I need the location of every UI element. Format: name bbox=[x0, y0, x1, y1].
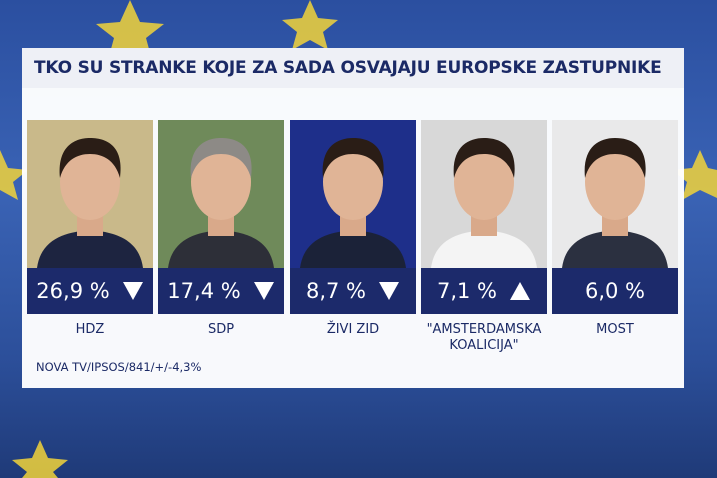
photo-hair bbox=[190, 138, 252, 178]
photo-hair bbox=[584, 138, 646, 178]
trend-triangle bbox=[379, 282, 400, 300]
result-value: 7,1 % bbox=[436, 279, 498, 303]
photo-head bbox=[191, 144, 251, 220]
photo-head bbox=[585, 144, 645, 220]
party-name: HDZ bbox=[75, 322, 105, 337]
party-name: SDP bbox=[207, 322, 235, 337]
photo bbox=[27, 120, 153, 268]
party-name: MOST bbox=[596, 322, 634, 337]
trend-arrow bbox=[379, 282, 400, 300]
photo bbox=[158, 120, 284, 268]
photo-head bbox=[60, 144, 120, 220]
title: TKO SU STRANKE KOJE ZA SADA OSVAJAJU EUR… bbox=[22, 48, 684, 88]
result-value: 8,7 % bbox=[305, 279, 367, 303]
result-bar: 6,0 % bbox=[552, 268, 678, 314]
trend-triangle bbox=[253, 282, 274, 300]
photo-body bbox=[168, 230, 274, 268]
party-card: 17,4 % SDP bbox=[158, 120, 284, 338]
trend-arrow bbox=[253, 282, 274, 300]
result-bar: 7,1 % bbox=[421, 268, 547, 314]
party-name: ŽIVI ZID bbox=[326, 322, 380, 337]
trend-triangle bbox=[122, 282, 143, 300]
party-card: 7,1 % "AMSTERDAMSKA KOALICIJA" bbox=[421, 120, 547, 354]
trend-triangle bbox=[510, 282, 531, 300]
result-bar: 17,4 % bbox=[158, 268, 284, 314]
party-card: 8,7 % ŽIVI ZID bbox=[290, 120, 416, 338]
trend-arrow bbox=[510, 282, 531, 300]
photo bbox=[290, 120, 416, 268]
photo-head bbox=[454, 144, 514, 220]
photo-body bbox=[300, 230, 406, 268]
photo-hair bbox=[322, 138, 384, 178]
result-bar: 8,7 % bbox=[290, 268, 416, 314]
source: NOVA TV/IPSOS/841/+/-4,3% bbox=[36, 360, 202, 374]
party-name: "AMSTERDAMSKA KOALICIJA" bbox=[426, 322, 542, 353]
result-value: 26,9 % bbox=[36, 279, 110, 303]
result-value: 6,0 % bbox=[584, 279, 646, 303]
result-bar: 26,9 % bbox=[27, 268, 153, 314]
party-card: 6,0 % MOST bbox=[552, 120, 678, 338]
photo-hair bbox=[59, 138, 121, 178]
panel: TKO SU STRANKE KOJE ZA SADA OSVAJAJU EUR… bbox=[22, 48, 684, 388]
photo-body bbox=[37, 230, 143, 268]
photo-body bbox=[431, 230, 537, 268]
photo-head bbox=[323, 144, 383, 220]
result-value: 17,4 % bbox=[167, 279, 241, 303]
photo bbox=[421, 120, 547, 268]
photo-hair bbox=[453, 138, 515, 178]
trend-arrow bbox=[122, 282, 143, 300]
photo-body bbox=[562, 230, 668, 268]
party-card: 26,9 % HDZ bbox=[27, 120, 153, 338]
photo bbox=[552, 120, 678, 268]
